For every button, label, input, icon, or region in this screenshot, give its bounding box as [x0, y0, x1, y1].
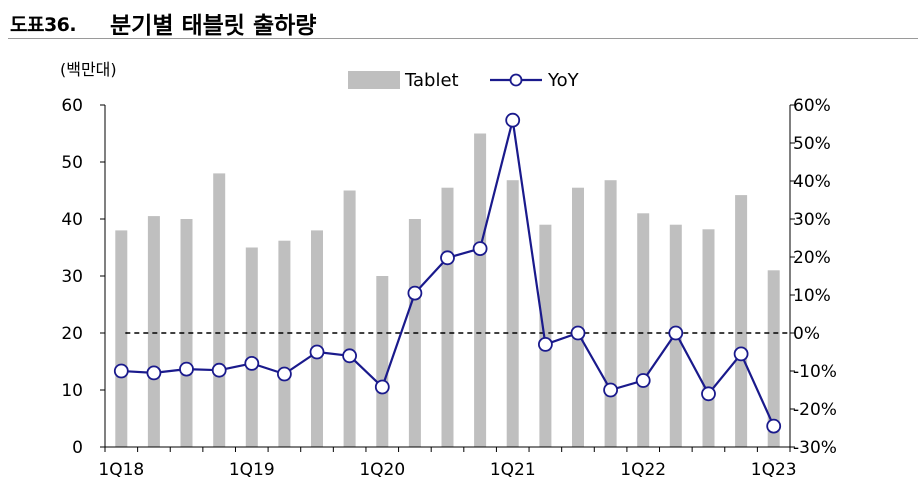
y-right-tick-label: 20%: [793, 248, 831, 268]
bar-3Q18: [180, 219, 193, 447]
x-tick-label: 1Q18: [98, 460, 144, 480]
x-tick-label: 1Q22: [620, 460, 666, 480]
yoy-point-4Q21: [603, 382, 618, 398]
y-right-tick-label: 0%: [793, 324, 820, 344]
x-tick-label: 1Q20: [359, 460, 405, 480]
yoy-point-4Q19: [342, 348, 358, 364]
bar-4Q18: [213, 173, 226, 447]
yoy-point-4Q22: [733, 346, 749, 362]
bar-4Q19: [343, 190, 356, 447]
bar-2Q18: [147, 216, 160, 447]
figure-title: 분기별 태블릿 출하량: [110, 13, 317, 39]
x-tick-label: 1Q19: [229, 460, 275, 480]
yoy-point-4Q20: [472, 241, 488, 257]
y-right-tick-label: 10%: [793, 286, 831, 306]
bar-1Q21: [506, 180, 519, 447]
bar-series-tablet: [115, 133, 780, 447]
yoy-point-3Q21: [570, 325, 586, 341]
yoy-point-3Q19: [309, 344, 325, 360]
bar-3Q21: [572, 187, 584, 447]
y-right-tick-label: -30%: [793, 438, 837, 458]
y-left-tick-label: 30: [61, 267, 83, 287]
yoy-point-3Q22: [701, 386, 716, 402]
y-right-tick-label: 60%: [793, 96, 831, 116]
bar-1Q19: [245, 247, 258, 447]
bar-4Q21: [604, 180, 617, 447]
legend-label-tablet: Tablet: [404, 70, 459, 91]
y-right-tick-label: -10%: [793, 362, 837, 382]
legend-swatch-tablet: [348, 71, 400, 89]
y-right-tick-label: 50%: [793, 134, 831, 154]
legend-marker-yoy: [509, 73, 523, 87]
yoy-point-1Q18: [113, 363, 129, 379]
bar-1Q20: [376, 276, 389, 447]
y-left-tick-label: 60: [61, 96, 83, 116]
chart-legend: Tablet YoY: [348, 70, 580, 91]
line-series-yoy: [113, 112, 782, 434]
yoy-point-2Q19: [276, 366, 292, 382]
bar-1Q18: [115, 230, 128, 447]
yoy-point-1Q19: [244, 355, 260, 371]
chart-axes: 0 10 20 30 40 50 60 -30% -20% -10% 0% 10% 20% 30% 40% 5…: [61, 96, 837, 480]
bar-3Q22: [702, 229, 715, 447]
yoy-point-2Q18: [146, 365, 162, 381]
bar-2Q21: [539, 224, 552, 447]
yoy-point-3Q18: [179, 361, 194, 377]
y-left-tick-label: 20: [61, 324, 83, 344]
bar-2Q19: [278, 240, 291, 447]
y-left-tick-label: 10: [61, 381, 83, 401]
yoy-point-2Q22: [668, 325, 684, 341]
figure-number: 도표36.: [10, 14, 77, 36]
header-divider: [8, 38, 918, 39]
bar-3Q20: [441, 187, 454, 447]
bar-4Q22: [735, 195, 748, 447]
yoy-point-1Q20: [374, 379, 390, 395]
yoy-point-2Q21: [538, 336, 553, 352]
y-left-tick-label: 40: [61, 210, 83, 230]
left-axis-unit-label: (백만대): [60, 60, 117, 79]
yoy-point-1Q22: [635, 373, 651, 388]
y-right-tick-label: 30%: [793, 210, 831, 230]
y-right-tick-label: 40%: [793, 172, 831, 192]
figure-header: 도표36. 분기별 태블릿 출하량: [8, 4, 918, 39]
yoy-point-1Q23: [766, 418, 782, 434]
legend-label-yoy: YoY: [547, 70, 580, 91]
bar-3Q19: [311, 230, 323, 447]
y-right-tick-label: -20%: [793, 400, 837, 420]
yoy-point-3Q20: [440, 250, 455, 266]
y-left-tick-label: 0: [72, 438, 83, 458]
bar-1Q22: [637, 213, 650, 447]
yoy-point-4Q18: [211, 362, 227, 378]
yoy-point-2Q20: [407, 285, 423, 301]
bar-4Q20: [474, 133, 487, 447]
yoy-point-1Q21: [505, 112, 521, 128]
x-tick-label: 1Q23: [751, 460, 797, 480]
y-left-tick-label: 50: [61, 153, 83, 173]
bar-1Q23: [767, 270, 780, 447]
x-tick-label: 1Q21: [490, 460, 536, 480]
